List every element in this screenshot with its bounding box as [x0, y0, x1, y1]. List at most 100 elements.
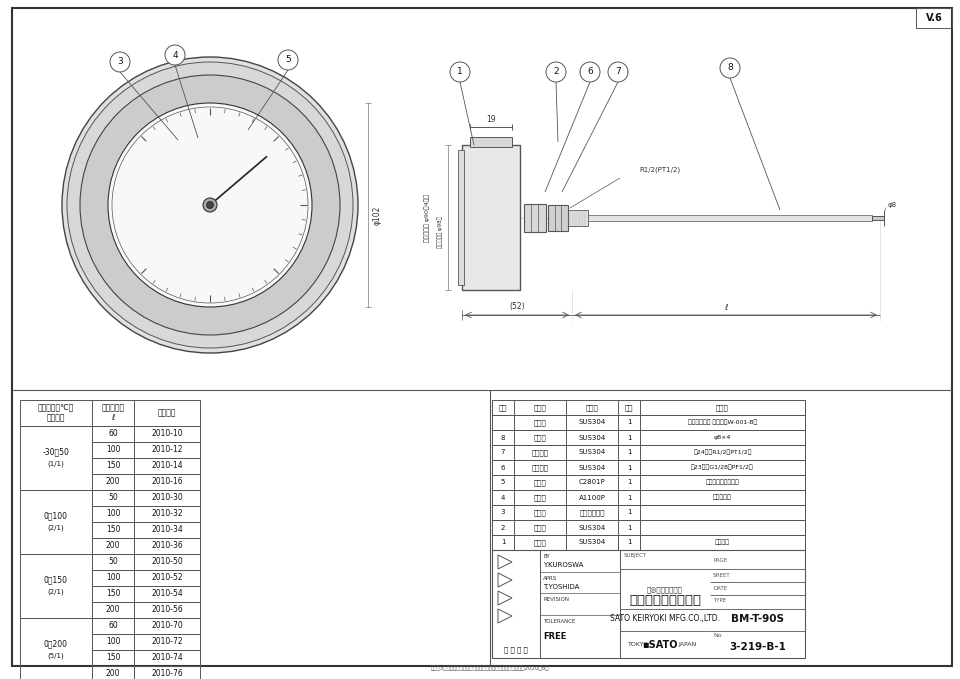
Bar: [20, 400, 200, 426]
Bar: [134, 554, 200, 570]
Bar: [134, 474, 200, 490]
Text: 200: 200: [106, 669, 120, 678]
Text: ℓ: ℓ: [111, 414, 115, 422]
Bar: [92, 506, 134, 522]
Text: 8: 8: [727, 64, 732, 73]
Text: PAGE: PAGE: [713, 558, 727, 564]
Circle shape: [110, 52, 130, 72]
Text: 2010-50: 2010-50: [151, 557, 182, 566]
Text: 透明板: 透明板: [534, 509, 546, 516]
Text: ケース: ケース: [534, 524, 546, 531]
Text: 2010-76: 2010-76: [151, 669, 182, 678]
Circle shape: [278, 50, 298, 70]
Bar: [134, 458, 200, 474]
Text: REVISION: REVISION: [543, 597, 569, 602]
Text: 0～100: 0～100: [44, 511, 68, 521]
Bar: [92, 602, 134, 618]
Text: （可携部径 φ98）: （可携部径 φ98）: [437, 217, 443, 249]
Bar: [134, 666, 200, 679]
Text: 2010-52: 2010-52: [151, 574, 182, 583]
Text: バフ研磨: バフ研磨: [715, 540, 730, 545]
Text: 普通板ガラス: 普通板ガラス: [579, 509, 605, 516]
Bar: [20, 618, 92, 679]
Text: Y.KUROSWA: Y.KUROSWA: [543, 562, 584, 568]
Bar: [492, 490, 805, 505]
Bar: [134, 650, 200, 666]
Bar: [492, 520, 805, 535]
Bar: [458, 150, 464, 285]
Text: 1: 1: [627, 540, 632, 545]
Bar: [492, 430, 805, 445]
Text: 200: 200: [106, 541, 120, 551]
Bar: [492, 535, 805, 550]
Bar: [92, 570, 134, 586]
Text: (52): (52): [509, 303, 525, 312]
Bar: [20, 426, 92, 490]
Bar: [92, 586, 134, 602]
Text: フ　タ: フ タ: [534, 539, 546, 546]
Text: 目盛範囲（℃）: 目盛範囲（℃）: [37, 403, 74, 413]
Text: 帡23六角G1/28（PF1/2）: 帡23六角G1/28（PF1/2）: [691, 464, 754, 471]
Text: 19: 19: [486, 115, 495, 124]
Text: 2010-34: 2010-34: [151, 526, 182, 534]
Circle shape: [62, 57, 358, 353]
Text: 2010-74: 2010-74: [151, 653, 182, 663]
Bar: [470, 137, 512, 147]
Bar: [134, 602, 200, 618]
Circle shape: [720, 58, 740, 78]
Text: JAPAN: JAPAN: [679, 642, 697, 647]
Text: SUS304: SUS304: [578, 449, 606, 456]
Text: ℓ: ℓ: [724, 303, 728, 312]
Text: 8: 8: [501, 435, 505, 441]
Text: SUS304: SUS304: [578, 524, 606, 530]
Bar: [92, 554, 134, 570]
Text: 100: 100: [106, 638, 120, 646]
Bar: [134, 442, 200, 458]
Circle shape: [206, 202, 213, 208]
Text: （オプション 図面番号W-001-B）: （オプション 図面番号W-001-B）: [688, 420, 757, 425]
Text: SUS304: SUS304: [578, 420, 606, 426]
Text: 150: 150: [106, 526, 120, 534]
Text: 3: 3: [501, 509, 505, 515]
Text: 2010-16: 2010-16: [151, 477, 182, 486]
Text: SUS304: SUS304: [578, 435, 606, 441]
Bar: [92, 426, 134, 442]
Bar: [92, 634, 134, 650]
Circle shape: [108, 103, 312, 307]
Bar: [134, 522, 200, 538]
Bar: [524, 204, 546, 232]
Text: (5/1): (5/1): [48, 653, 64, 659]
Text: 2: 2: [553, 67, 559, 77]
Text: （劑度）: （劑度）: [47, 414, 65, 422]
Bar: [492, 400, 805, 415]
Text: (1/1): (1/1): [48, 461, 64, 467]
Text: 50: 50: [108, 557, 118, 566]
Bar: [462, 145, 520, 290]
Text: BM-T-90S: BM-T-90S: [731, 614, 784, 624]
Text: 指　針: 指 針: [534, 479, 546, 485]
Text: 出荷後3ヵ月期間を過ぎた為予告なく変更することがあります。2020年8月: 出荷後3ヵ月期間を過ぎた為予告なく変更することがあります。2020年8月: [431, 665, 549, 671]
Text: 6: 6: [588, 67, 593, 77]
Bar: [492, 505, 805, 520]
Bar: [20, 554, 92, 618]
Bar: [492, 550, 805, 658]
Text: 取付ネジ: 取付ネジ: [532, 449, 548, 456]
Text: 2010-14: 2010-14: [151, 462, 182, 471]
Text: 2010-54: 2010-54: [151, 589, 182, 598]
Text: 締付ネジ: 締付ネジ: [532, 464, 548, 471]
Circle shape: [546, 62, 566, 82]
Text: (2/1): (2/1): [48, 589, 64, 595]
Text: 1: 1: [627, 479, 632, 485]
Text: 3-219-B-1: 3-219-B-1: [729, 642, 786, 653]
Bar: [492, 475, 805, 490]
Bar: [134, 538, 200, 554]
Text: -30～50: -30～50: [42, 447, 69, 456]
Bar: [492, 415, 805, 430]
Text: 7: 7: [615, 67, 621, 77]
Bar: [20, 490, 92, 554]
Text: 1: 1: [627, 464, 632, 471]
Text: 記　事: 記 事: [716, 404, 729, 411]
Bar: [134, 618, 200, 634]
Circle shape: [203, 198, 217, 212]
Text: ダイヤル径 φ90（4桁）: ダイヤル径 φ90（4桁）: [424, 194, 430, 242]
